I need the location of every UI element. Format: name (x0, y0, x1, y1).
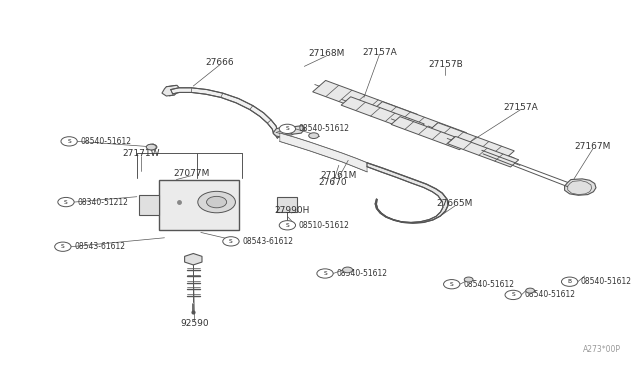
Circle shape (342, 267, 353, 273)
Circle shape (54, 242, 71, 251)
Text: 08540-51612: 08540-51612 (336, 269, 387, 278)
Text: 08543-61612: 08543-61612 (242, 237, 293, 246)
Circle shape (147, 144, 156, 150)
Text: 08540-51612: 08540-51612 (524, 291, 575, 299)
Circle shape (147, 144, 157, 150)
Text: 27171W: 27171W (122, 150, 160, 158)
Text: 08340-51212: 08340-51212 (77, 198, 128, 206)
FancyBboxPatch shape (277, 198, 298, 212)
Circle shape (308, 133, 319, 138)
Text: 08540-51612: 08540-51612 (581, 277, 632, 286)
FancyBboxPatch shape (159, 180, 239, 230)
FancyBboxPatch shape (139, 195, 159, 215)
Text: A273*00P: A273*00P (583, 345, 621, 354)
Polygon shape (427, 123, 515, 161)
Polygon shape (391, 116, 468, 150)
Text: S: S (511, 292, 515, 298)
Text: S: S (323, 271, 327, 276)
Text: 27157A: 27157A (503, 103, 538, 112)
Circle shape (317, 269, 333, 278)
Circle shape (198, 191, 236, 213)
Circle shape (505, 290, 522, 299)
Text: 27161M: 27161M (321, 171, 357, 180)
Text: 27157B: 27157B (428, 60, 463, 69)
Polygon shape (273, 127, 295, 137)
Text: 27168M: 27168M (308, 49, 344, 58)
Circle shape (525, 288, 534, 293)
Polygon shape (371, 102, 467, 143)
Text: 27157A: 27157A (362, 48, 397, 57)
Text: S: S (450, 282, 454, 287)
Circle shape (464, 277, 473, 282)
Circle shape (279, 221, 296, 230)
Text: 08510-51612: 08510-51612 (299, 221, 349, 230)
Circle shape (561, 277, 578, 286)
Text: S: S (285, 223, 289, 228)
Text: S: S (67, 139, 71, 144)
Text: S: S (285, 126, 289, 131)
Circle shape (279, 124, 296, 134)
Text: B: B (568, 279, 572, 284)
Circle shape (58, 198, 74, 207)
Text: 08543-61612: 08543-61612 (74, 242, 125, 251)
Text: 27077M: 27077M (173, 169, 210, 178)
Text: 27665M: 27665M (436, 199, 473, 208)
Polygon shape (171, 88, 281, 138)
Text: 08540-51612: 08540-51612 (463, 280, 514, 289)
Text: 27167M: 27167M (575, 142, 611, 151)
Text: S: S (229, 239, 233, 244)
Polygon shape (280, 133, 367, 172)
Polygon shape (313, 80, 418, 126)
Text: 08540-51612: 08540-51612 (299, 124, 349, 133)
Text: 92590: 92590 (180, 319, 209, 328)
Text: S: S (64, 199, 68, 205)
Circle shape (61, 137, 77, 146)
Text: 27666: 27666 (205, 58, 234, 67)
Polygon shape (184, 253, 202, 265)
Text: 27990H: 27990H (274, 206, 310, 215)
Polygon shape (367, 163, 448, 223)
Polygon shape (289, 126, 305, 134)
Polygon shape (564, 179, 596, 195)
Circle shape (444, 280, 460, 289)
Polygon shape (447, 137, 519, 167)
Polygon shape (341, 97, 424, 132)
Polygon shape (162, 85, 180, 96)
Text: 08540-51612: 08540-51612 (81, 137, 131, 146)
Circle shape (223, 237, 239, 246)
Circle shape (207, 196, 227, 208)
Text: 27670: 27670 (318, 178, 347, 187)
Text: S: S (61, 244, 65, 249)
